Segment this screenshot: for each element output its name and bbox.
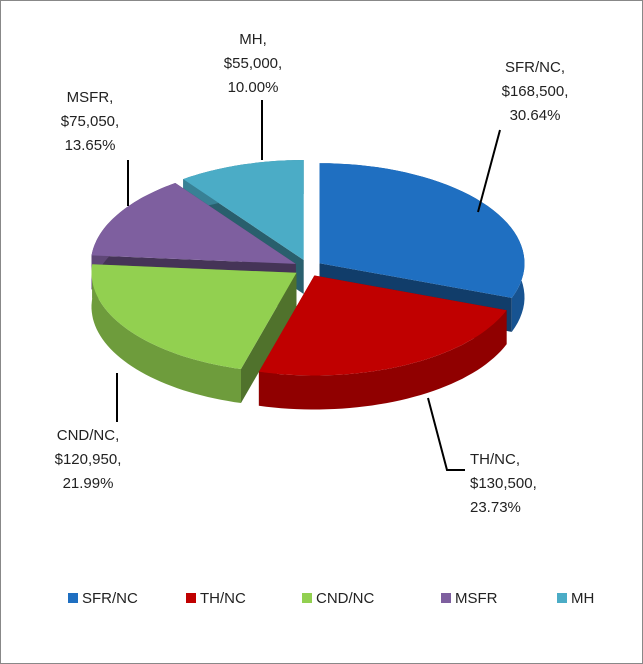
legend-label: CND/NC xyxy=(316,590,374,607)
label-text: 23.73% xyxy=(470,499,521,516)
legend-swatch xyxy=(557,593,567,603)
data-label: TH/NC, $130,500, 23.73% xyxy=(470,451,537,516)
label-text: SFR/NC xyxy=(505,59,561,76)
slice-top xyxy=(258,275,507,376)
slice-top xyxy=(91,183,296,264)
label-line: 10.00% xyxy=(228,79,279,96)
legend-swatch xyxy=(441,593,451,603)
label-line: 13.65% xyxy=(65,137,116,154)
label-text: 21.99% xyxy=(63,475,114,492)
label-line: 23.73% xyxy=(470,499,521,516)
data-label: CND/NC, $120,950, 21.99% xyxy=(55,427,122,492)
label-line: CND/NC, xyxy=(57,427,120,444)
legend-swatch xyxy=(302,593,312,603)
slice-wall xyxy=(91,264,241,403)
slice-top xyxy=(183,160,304,260)
label-text: TH/NC xyxy=(470,451,516,468)
label-text: MH xyxy=(239,31,262,48)
label-text: $130,500 xyxy=(470,475,533,492)
label-text: CND/NC xyxy=(57,427,115,444)
label-text: $55,000 xyxy=(224,55,278,72)
legend-label: SFR/NC xyxy=(82,590,138,607)
label-line: MSFR, xyxy=(67,89,114,106)
pie-slice xyxy=(91,264,297,403)
leader-line xyxy=(477,129,501,213)
label-text: MSFR xyxy=(67,89,110,106)
label-line: $55,000, xyxy=(224,55,282,72)
pie xyxy=(91,160,525,410)
legend: SFR/NC TH/NC CND/NC MSFR MH xyxy=(68,590,594,607)
label-text: 13.65% xyxy=(65,137,116,154)
legend-label: MH xyxy=(571,590,594,607)
legend-swatch xyxy=(186,593,196,603)
label-line: $168,500, xyxy=(502,83,569,100)
label-text: $120,950 xyxy=(55,451,118,468)
slice-top xyxy=(91,264,297,369)
slice-wall xyxy=(258,310,507,410)
data-label: MH, $55,000, 10.00% xyxy=(224,31,282,96)
label-line: 30.64% xyxy=(510,107,561,124)
leader-line xyxy=(427,397,465,471)
label-text: $75,050 xyxy=(61,113,115,130)
legend-label: TH/NC xyxy=(200,590,246,607)
legend-swatch xyxy=(68,593,78,603)
label-line: MH, xyxy=(239,31,267,48)
data-label: MSFR, $75,050, 13.65% xyxy=(61,89,119,154)
label-text: 10.00% xyxy=(228,79,279,96)
label-line: SFR/NC, xyxy=(505,59,565,76)
pie-slice xyxy=(258,275,507,410)
label-line: 21.99% xyxy=(63,475,114,492)
label-text: 30.64% xyxy=(510,107,561,124)
data-label: SFR/NC, $168,500, 30.64% xyxy=(502,59,569,124)
label-line: TH/NC, xyxy=(470,451,520,468)
labels: SFR/NC, $168,500, 30.64% TH/NC, $130,500, 23.… xyxy=(55,31,569,516)
label-line: $75,050, xyxy=(61,113,119,130)
label-text: $168,500 xyxy=(502,83,565,100)
legend-label: MSFR xyxy=(455,590,498,607)
slice-top xyxy=(319,163,525,298)
label-line: $130,500, xyxy=(470,475,537,492)
label-line: $120,950, xyxy=(55,451,122,468)
